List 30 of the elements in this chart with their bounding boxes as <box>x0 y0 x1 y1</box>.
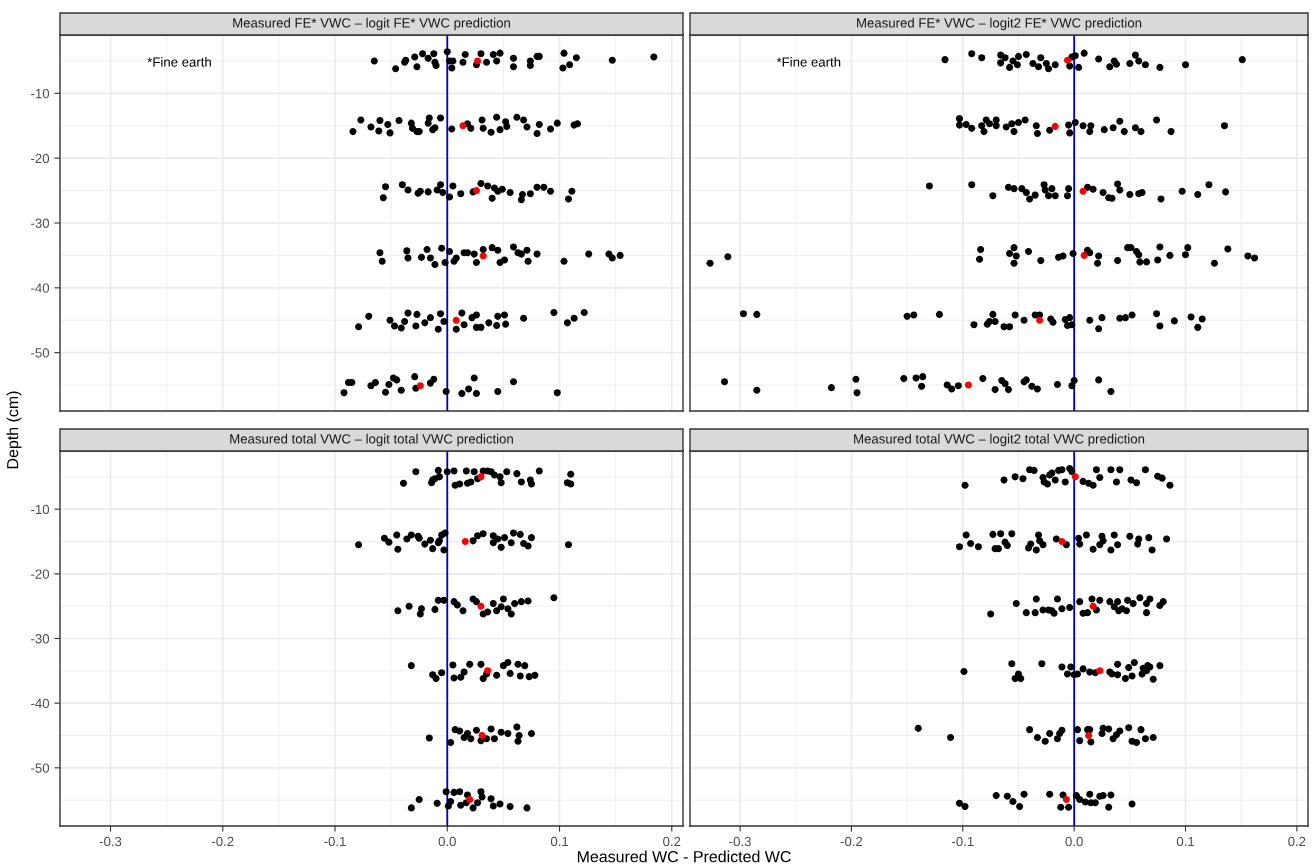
y-tick-label: -10 <box>31 504 50 515</box>
y-axis-title: Depth (cm) <box>6 391 22 469</box>
x-tick-label: 0.1 <box>1176 836 1195 847</box>
x-tick-label: 0.2 <box>1288 836 1306 847</box>
y-tick-label: -40 <box>31 698 50 709</box>
y-tick-label: -20 <box>31 153 50 164</box>
chart-title: Measured total VWC – logit2 total VWC prediction <box>854 433 1145 447</box>
y-tick-label: -20 <box>31 569 50 579</box>
y-tick-label: -50 <box>31 348 50 358</box>
x-axis-title: Measured WC - Predicted WC <box>577 850 791 863</box>
chart-title: Measured total VWC – logit total VWC prediction <box>230 433 513 447</box>
x-tick-label: -0.2 <box>211 836 234 847</box>
annotation: *Fine earth <box>147 57 211 67</box>
y-tick-label: -10 <box>31 88 50 99</box>
y-tick-label: -50 <box>31 763 50 773</box>
x-tick-label: -0.1 <box>324 836 346 847</box>
x-tick-label: 0.2 <box>663 836 681 847</box>
y-tick-label: -30 <box>31 634 50 644</box>
x-tick-label: -0.1 <box>952 836 974 847</box>
y-tick-label: -30 <box>31 218 50 228</box>
y-tick-label: -40 <box>31 283 50 293</box>
x-tick-label: -0.3 <box>99 836 122 847</box>
x-tick-label: 0.1 <box>550 836 569 847</box>
chart-title: Measured FE* VWC – logit2 FE* VWC prediction <box>857 17 1142 31</box>
x-tick-label: -0.3 <box>729 836 751 847</box>
x-tick-label: 0.0 <box>1065 836 1083 847</box>
annotation: *Fine earth <box>776 57 841 67</box>
x-tick-label: -0.2 <box>840 836 863 847</box>
chart-title: Measured FE* VWC – logit FE* VWC prediction <box>233 17 510 31</box>
x-tick-label: 0.0 <box>438 836 456 847</box>
